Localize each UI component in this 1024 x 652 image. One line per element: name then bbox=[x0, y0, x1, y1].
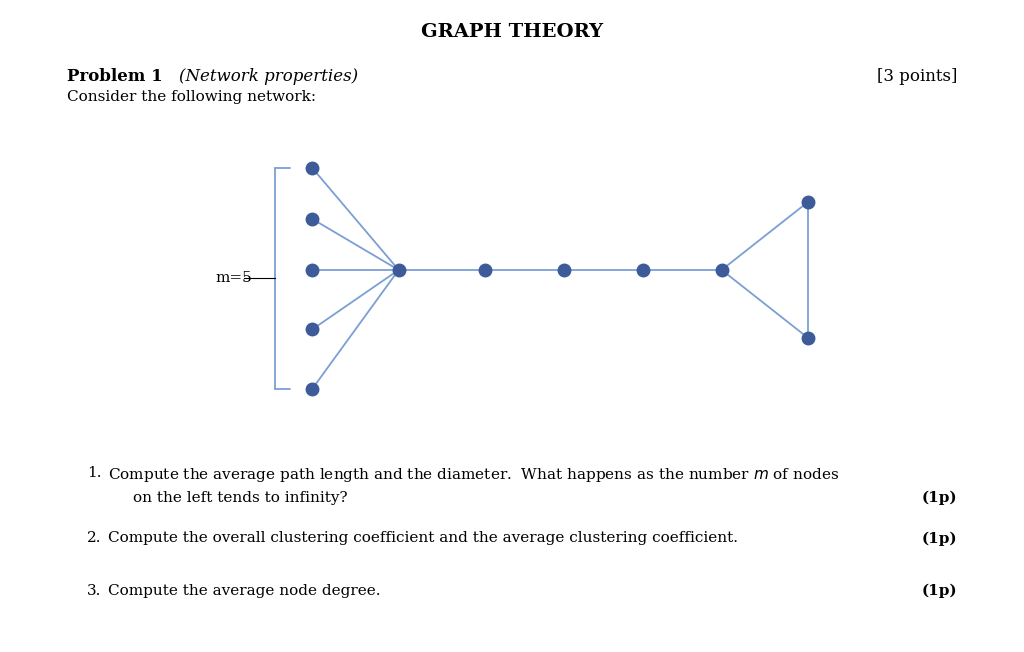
Text: Consider the following network:: Consider the following network: bbox=[67, 90, 315, 104]
Text: (1p): (1p) bbox=[922, 531, 957, 546]
Text: Compute the overall clustering coefficient and the average clustering coefficien: Compute the overall clustering coefficie… bbox=[108, 531, 737, 545]
Text: (Network properties): (Network properties) bbox=[179, 68, 358, 85]
Text: 1.: 1. bbox=[87, 466, 101, 480]
Text: 2.: 2. bbox=[87, 531, 101, 545]
Text: 3.: 3. bbox=[87, 584, 101, 597]
Text: (1p): (1p) bbox=[922, 584, 957, 598]
Text: [3 points]: [3 points] bbox=[878, 68, 957, 85]
Text: Problem 1: Problem 1 bbox=[67, 68, 162, 85]
Text: (1p): (1p) bbox=[922, 491, 957, 505]
Text: m=5: m=5 bbox=[216, 271, 252, 286]
Text: GRAPH THEORY: GRAPH THEORY bbox=[421, 23, 603, 41]
Text: on the left tends to infinity?: on the left tends to infinity? bbox=[133, 491, 348, 505]
Text: Compute the average node degree.: Compute the average node degree. bbox=[108, 584, 380, 597]
Text: Compute the average path length and the diameter.  What happens as the number $m: Compute the average path length and the … bbox=[108, 466, 839, 484]
